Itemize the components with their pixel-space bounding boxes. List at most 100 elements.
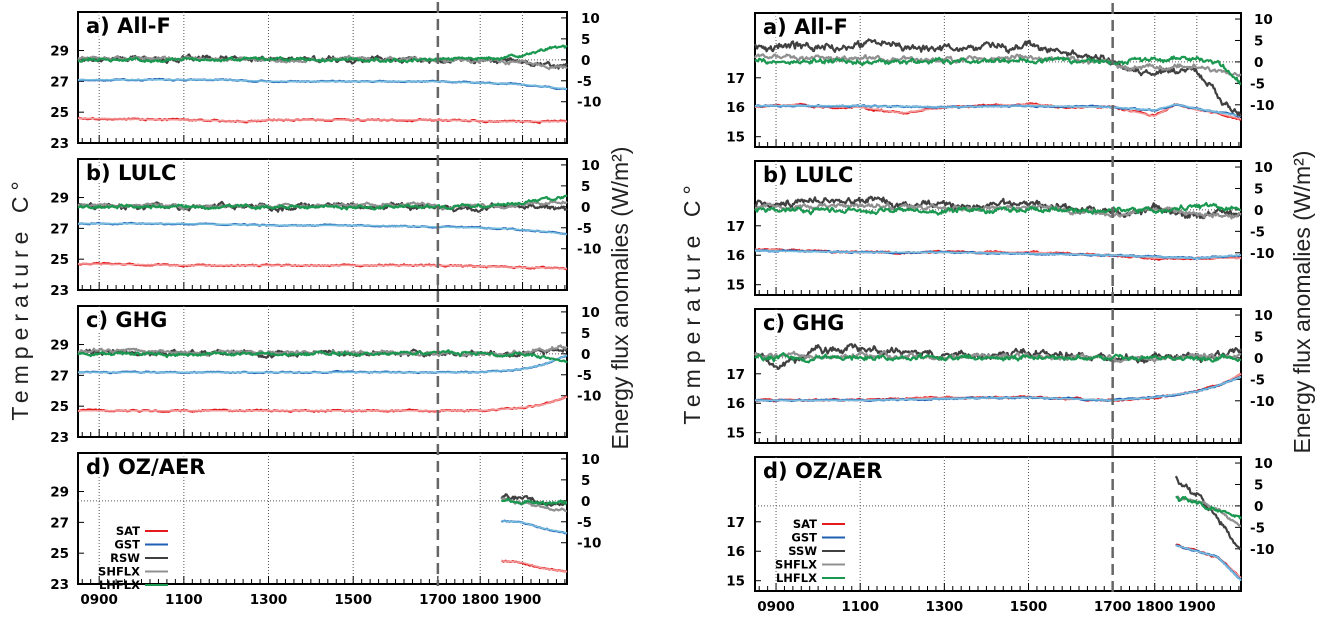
panel-c-ghg: 29 27 25 23 10 5 0 -5 -10 c) GHG [50, 305, 601, 446]
flux-tick-label: -5 [1250, 520, 1265, 536]
flux-tick-label: 5 [581, 326, 590, 342]
panel-d-oz-aer: 17 16 15 10 5 0 -5 -10 d) OZ/AER SATGSTSSWSHFLXLH… [726, 456, 1274, 592]
temp-tick-label: 29 [50, 44, 69, 60]
x-tick-label: 1300 [926, 599, 964, 615]
flux-tick-label: -10 [1250, 246, 1274, 262]
series-trend-gst [78, 354, 568, 374]
panel-a-all-f: 29 27 25 23 10 5 0 -5 -10 a) All-F [50, 11, 601, 152]
x-tick-label: 0900 [757, 599, 795, 615]
flux-tick-label: 10 [1254, 12, 1273, 28]
panel-title: b) LULC [763, 163, 853, 187]
series-line-lhflx [754, 352, 1242, 364]
temp-tick-label: 27 [50, 368, 69, 384]
flux-tick-label: 0 [1254, 351, 1263, 367]
series-line-ssw [1174, 475, 1242, 551]
series-line-lhflx [754, 55, 1242, 86]
temp-tick-label: 17 [726, 515, 745, 531]
temp-tick-label: 29 [50, 338, 69, 354]
flux-tick-label: 0 [581, 200, 590, 216]
x-tick-label: 1800 [1136, 599, 1174, 615]
series-line-lhflx [77, 349, 568, 364]
flux-tick-label: 10 [581, 305, 600, 321]
temp-tick-label: 17 [726, 219, 745, 235]
flux-tick-label: 0 [581, 53, 590, 69]
series-trend-sat [1175, 544, 1242, 579]
x-tick-label: 1900 [1178, 599, 1216, 615]
legend-label: LHFLX [776, 571, 817, 585]
series-trend-gst [755, 103, 1242, 117]
y-axis-label-right: Energy flux anomalies (W/m²) [1289, 151, 1315, 454]
flux-tick-label: 10 [1254, 308, 1273, 324]
series-line-sat [1175, 543, 1242, 580]
legend-label: SAT [793, 517, 817, 531]
y-axis-label-left: Temperature C° [679, 179, 705, 424]
x-tick-label: 1300 [250, 592, 288, 608]
flux-tick-label: 10 [1254, 160, 1273, 176]
panel-b-lulc: 17 16 15 10 5 0 -5 -10 b) LULC [726, 160, 1274, 296]
series-line-lhflx [754, 202, 1242, 216]
flux-tick-label: -10 [577, 95, 601, 111]
flux-tick-label: -5 [1250, 372, 1265, 388]
y-axis-label-left: Temperature C° [7, 175, 33, 420]
panel-a-all-f: 17 16 15 10 5 0 -5 -10 a) All-F [726, 12, 1274, 148]
series-trend-sat [77, 117, 567, 123]
x-tick-label: 1700 [1094, 599, 1132, 615]
temp-tick-label: 15 [726, 574, 745, 590]
series-trend-gst [1175, 544, 1242, 582]
flux-tick-label: 0 [1254, 203, 1263, 219]
panel-title: a) All-F [763, 15, 848, 39]
series-line-ssw [754, 343, 1243, 370]
series-trend-sat [77, 263, 568, 270]
chart-right: 17 16 15 10 5 0 -5 -10 a) All-F 17 16 15 10 5 0 -5 -10 b)… [679, 3, 1315, 615]
temp-tick-label: 23 [50, 430, 69, 446]
legend-label: SHFLX [98, 565, 140, 579]
chart-left: 29 27 25 23 10 5 0 -5 -10 a) All-F 29 27 25 23 10 5 0 -5 -… [7, 2, 633, 608]
temp-tick-label: 16 [726, 544, 745, 560]
panel-c-ghg: 17 16 15 10 5 0 -5 -10 c) GHG [726, 308, 1274, 444]
flux-tick-label: -5 [577, 368, 592, 384]
series-trend-gst [754, 250, 1242, 260]
flux-tick-label: 10 [581, 452, 600, 468]
temp-tick-label: 29 [50, 191, 69, 207]
temp-tick-label: 27 [50, 221, 69, 237]
panel-title: c) GHG [763, 311, 844, 335]
flux-tick-label: -5 [1250, 224, 1265, 240]
temp-tick-label: 16 [726, 248, 745, 264]
flux-tick-label: -10 [577, 242, 601, 258]
temp-tick-label: 15 [726, 278, 745, 294]
panel-b-lulc: 29 27 25 23 10 5 0 -5 -10 b) LULC [50, 158, 601, 299]
temp-tick-label: 23 [50, 283, 69, 299]
legend-label: GST [114, 538, 140, 552]
flux-tick-label: 10 [581, 158, 600, 174]
flux-tick-label: -5 [1250, 76, 1265, 92]
panel-title: d) OZ/AER [86, 455, 205, 479]
plot-frame [754, 456, 1242, 592]
temp-tick-label: 17 [726, 367, 745, 383]
flux-tick-label: 5 [581, 473, 590, 489]
temp-tick-label: 25 [50, 105, 69, 121]
flux-tick-label: 5 [1254, 181, 1263, 197]
legend-label: GST [791, 531, 817, 545]
x-tick-label: 1500 [1010, 599, 1048, 615]
flux-tick-label: 5 [1254, 33, 1263, 49]
temp-tick-label: 25 [50, 546, 69, 562]
flux-tick-label: 5 [1254, 329, 1263, 345]
series-line-lhflx [1175, 495, 1242, 520]
y-axis-label-right: Energy flux anomalies (W/m²) [607, 147, 633, 450]
panel-title: a) All-F [86, 14, 171, 38]
plot-frame [754, 160, 1242, 296]
flux-tick-label: 0 [581, 494, 590, 510]
series-trend-gst [78, 79, 568, 90]
x-tick-label: 1500 [334, 592, 372, 608]
series-line-ssw [754, 38, 1242, 117]
flux-tick-label: 10 [1254, 456, 1273, 472]
flux-tick-label: -5 [577, 515, 592, 531]
flux-tick-label: -5 [577, 74, 592, 90]
series-trend-gst [501, 520, 568, 534]
flux-tick-label: -10 [1250, 98, 1274, 114]
plot-frame [77, 11, 568, 144]
series-trend-sat [501, 560, 568, 573]
